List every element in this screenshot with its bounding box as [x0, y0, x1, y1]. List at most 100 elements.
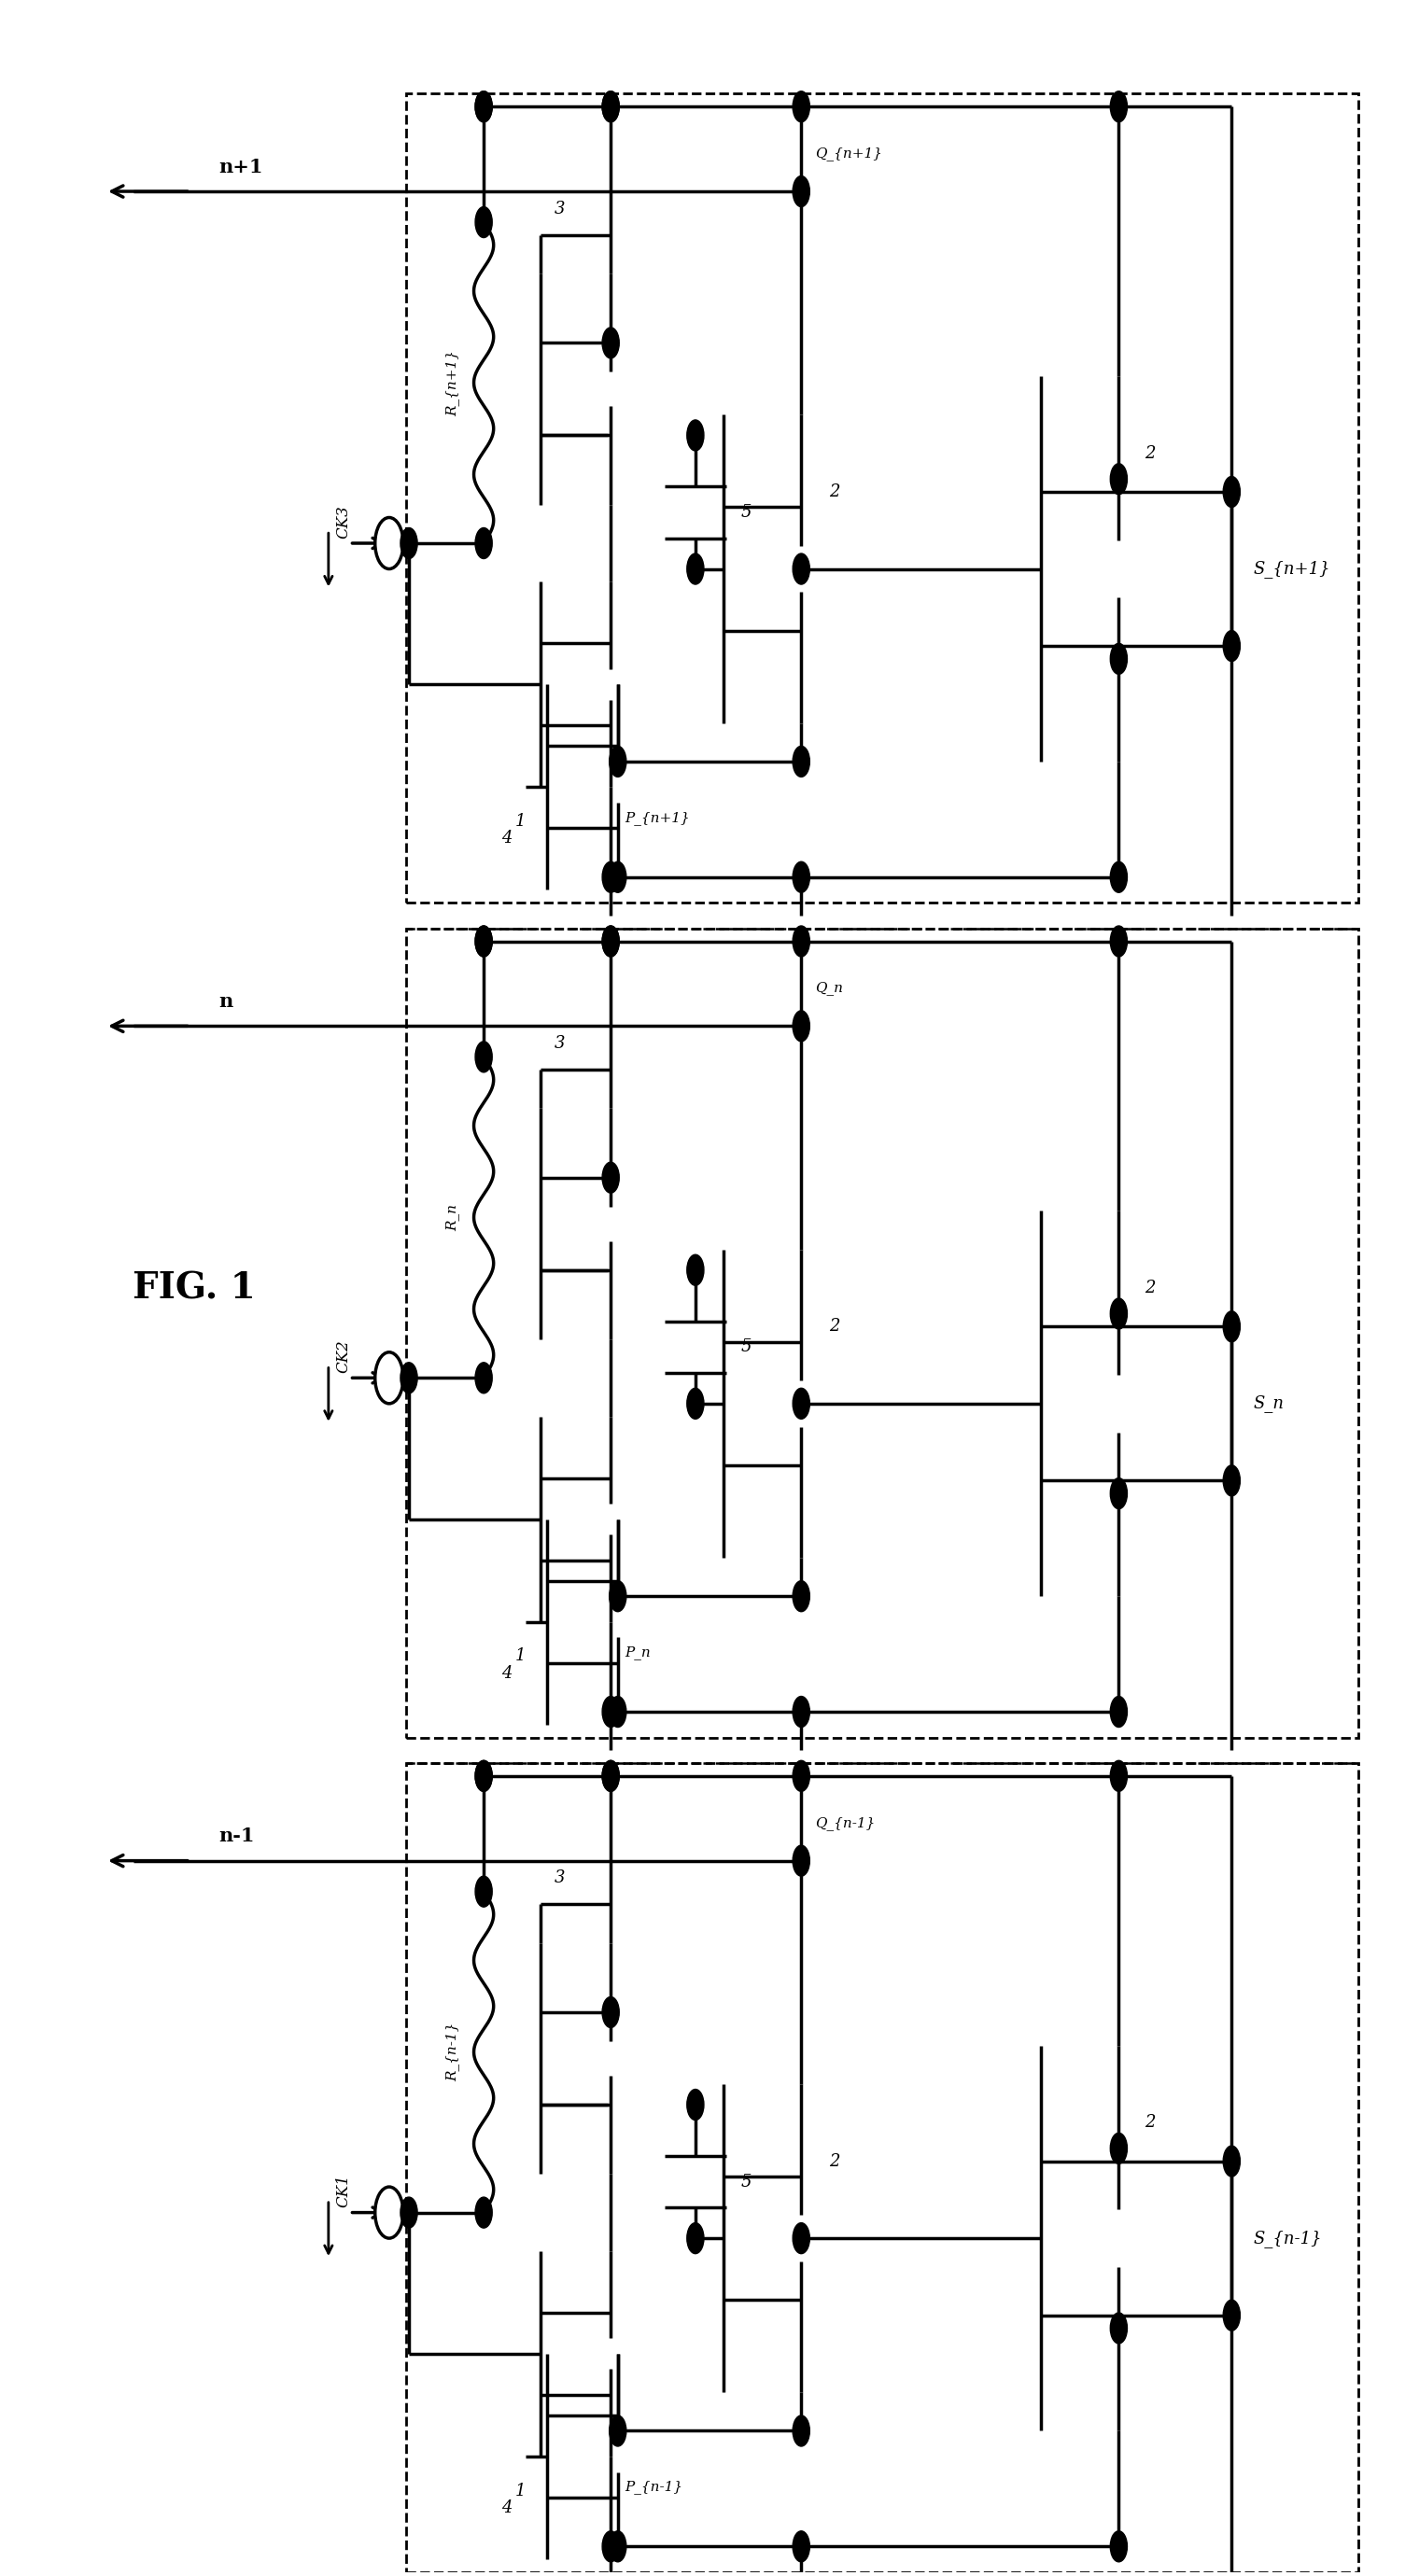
Circle shape	[609, 863, 626, 891]
Circle shape	[793, 554, 810, 585]
Circle shape	[793, 2416, 810, 2447]
Circle shape	[609, 1582, 626, 1613]
Text: 4: 4	[501, 1664, 512, 1682]
Text: Q_n: Q_n	[816, 981, 843, 994]
Circle shape	[602, 925, 619, 956]
Circle shape	[475, 90, 492, 121]
Circle shape	[687, 1388, 704, 1419]
Text: P_{n-1}: P_{n-1}	[624, 2481, 683, 2494]
Text: R_{n+1}: R_{n+1}	[446, 350, 460, 415]
Circle shape	[1110, 2133, 1127, 2164]
Circle shape	[475, 528, 492, 559]
Text: 3: 3	[555, 201, 565, 216]
Circle shape	[475, 1363, 492, 1394]
Circle shape	[400, 1363, 417, 1394]
Circle shape	[602, 1996, 619, 2027]
Circle shape	[687, 2223, 704, 2254]
Text: 5: 5	[741, 2174, 751, 2190]
Text: 2: 2	[1144, 446, 1155, 461]
Circle shape	[1110, 1479, 1127, 1510]
Circle shape	[793, 1698, 810, 1726]
Circle shape	[793, 1759, 810, 1790]
Circle shape	[1223, 477, 1240, 507]
Circle shape	[1110, 863, 1127, 891]
Circle shape	[1110, 644, 1127, 675]
Text: 5: 5	[741, 505, 751, 520]
Circle shape	[1110, 2532, 1127, 2563]
Circle shape	[375, 1352, 403, 1404]
Circle shape	[602, 90, 619, 121]
Circle shape	[602, 925, 619, 956]
Circle shape	[793, 1010, 810, 1041]
Text: S_{n+1}: S_{n+1}	[1253, 559, 1330, 577]
Text: CK3: CK3	[335, 505, 352, 538]
Circle shape	[793, 925, 810, 956]
Circle shape	[1223, 1466, 1240, 1497]
Circle shape	[1110, 464, 1127, 495]
Circle shape	[375, 518, 403, 569]
Circle shape	[375, 2187, 403, 2239]
Text: FIG. 1: FIG. 1	[133, 1270, 255, 1306]
Text: 2: 2	[1144, 2115, 1155, 2130]
Circle shape	[687, 554, 704, 585]
Text: 2: 2	[1144, 1280, 1155, 1296]
Text: 4: 4	[501, 829, 512, 848]
Circle shape	[602, 1698, 619, 1726]
Text: S_{n-1}: S_{n-1}	[1253, 2228, 1321, 2246]
Circle shape	[1110, 1298, 1127, 1329]
Text: S_n: S_n	[1253, 1394, 1284, 1412]
Circle shape	[602, 2532, 619, 2563]
Circle shape	[1110, 1759, 1127, 1790]
Circle shape	[609, 2532, 626, 2563]
Text: 3: 3	[555, 1870, 565, 1886]
Circle shape	[400, 2197, 417, 2228]
Text: 2: 2	[830, 1319, 840, 1334]
Text: 2: 2	[830, 484, 840, 500]
Circle shape	[475, 1041, 492, 1072]
Circle shape	[793, 2223, 810, 2254]
Circle shape	[793, 747, 810, 778]
Circle shape	[1223, 631, 1240, 662]
Circle shape	[609, 2416, 626, 2447]
Circle shape	[400, 528, 417, 559]
Text: R_{n-1}: R_{n-1}	[446, 2022, 460, 2081]
Circle shape	[475, 1875, 492, 1906]
Text: CK2: CK2	[335, 1340, 352, 1373]
Text: 1: 1	[515, 2483, 526, 2499]
Circle shape	[602, 1759, 619, 1790]
Circle shape	[687, 1255, 704, 1285]
Circle shape	[475, 90, 492, 121]
Text: CK1: CK1	[335, 2174, 352, 2208]
Circle shape	[687, 420, 704, 451]
Circle shape	[793, 1388, 810, 1419]
Text: Q_{n-1}: Q_{n-1}	[816, 1816, 876, 1829]
Circle shape	[475, 925, 492, 956]
Text: 1: 1	[515, 1649, 526, 1664]
Circle shape	[475, 1759, 492, 1790]
Circle shape	[1110, 2313, 1127, 2344]
Circle shape	[793, 175, 810, 206]
Circle shape	[475, 206, 492, 237]
Circle shape	[1110, 925, 1127, 956]
Text: 2: 2	[830, 2154, 840, 2169]
Circle shape	[602, 327, 619, 358]
Circle shape	[793, 90, 810, 121]
Circle shape	[1223, 2300, 1240, 2331]
Circle shape	[687, 2089, 704, 2120]
Circle shape	[602, 90, 619, 121]
Circle shape	[475, 1759, 492, 1790]
Circle shape	[602, 1162, 619, 1193]
Circle shape	[602, 863, 619, 891]
Text: n+1: n+1	[219, 157, 263, 175]
Circle shape	[793, 1844, 810, 1875]
Text: 4: 4	[501, 2499, 512, 2517]
Text: n: n	[219, 992, 233, 1010]
Circle shape	[1110, 90, 1127, 121]
Text: 3: 3	[555, 1036, 565, 1051]
Text: P_n: P_n	[624, 1646, 651, 1659]
Circle shape	[475, 2197, 492, 2228]
Text: 1: 1	[515, 814, 526, 829]
Circle shape	[793, 863, 810, 891]
Circle shape	[793, 1582, 810, 1613]
Circle shape	[602, 1759, 619, 1790]
